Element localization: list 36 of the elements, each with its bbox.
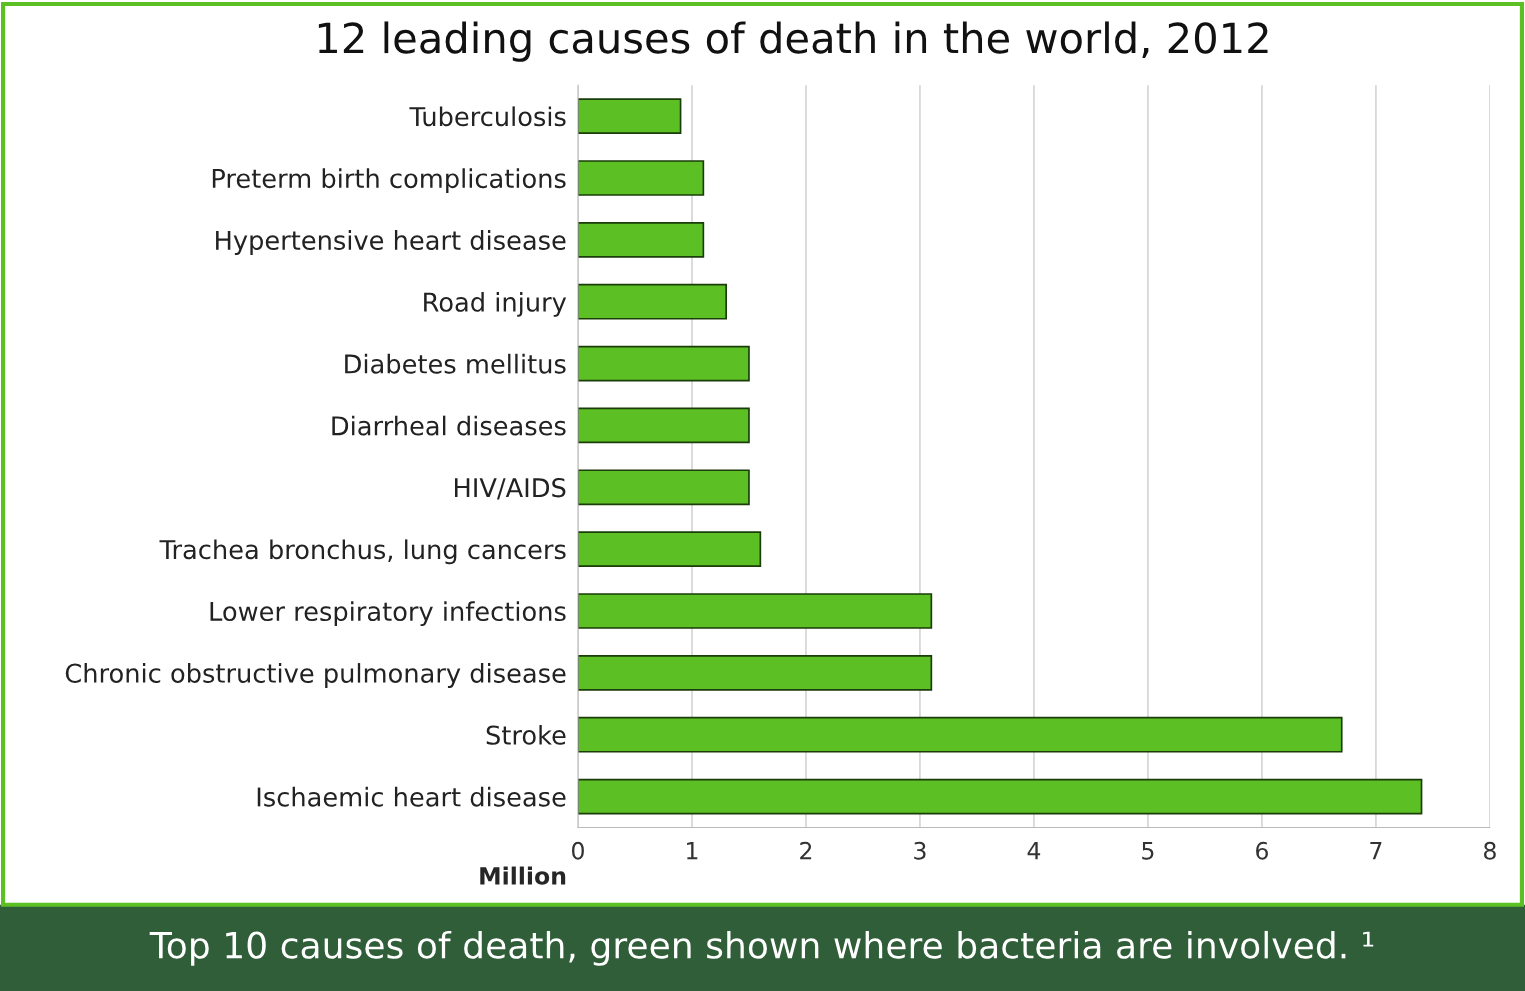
y-tick-label: Road injury [424, 291, 567, 317]
text: Top 10 causes of death, green shown where bacteria are involved. ¹ [149, 930, 1374, 966]
x-tick-label: 0 [572, 841, 584, 860]
bar [577, 655, 933, 691]
x-tick-label: 2 [800, 841, 812, 860]
y-tick-label: Tuberculosis [409, 106, 566, 127]
bar [577, 283, 728, 320]
y-tick-label: Preterm birth complications [212, 168, 566, 194]
bar [577, 531, 762, 567]
bar [577, 407, 750, 444]
bar [577, 593, 933, 629]
y-tick-label: Diarrheal diseases [332, 415, 566, 436]
y-tick-label: Trachea bronchus, lung cancers [159, 539, 566, 565]
y-tick-label: Lower respiratory infections [210, 601, 566, 627]
y-tick-label: HIV/AIDS [455, 477, 566, 500]
bar [577, 98, 682, 134]
x-tick-label: 5 [1142, 842, 1154, 860]
y-tick-label: Hypertensive heart disease [216, 230, 566, 255]
x-tick-label: 6 [1256, 841, 1268, 860]
bar [577, 345, 750, 382]
bar [577, 469, 750, 506]
x-axis-title: Million [480, 866, 566, 885]
bar [577, 160, 705, 196]
y-tick-label: Stroke [486, 724, 566, 745]
y-tick-label: Chronic obstructive pulmonary disease [65, 663, 566, 688]
x-tick-label: 3 [914, 841, 926, 860]
y-tick-label: Diabetes mellitus [345, 353, 566, 374]
bar [577, 778, 1423, 815]
chart-title: 12 leading causes of death in the world, 2012 [318, 21, 1268, 62]
y-tick-label: Ischaemic heart disease [257, 786, 566, 807]
bar [577, 222, 705, 258]
x-tick-label: 8 [1484, 841, 1496, 860]
x-tick-label: 7 [1370, 842, 1382, 860]
x-tick-label: 1 [687, 842, 698, 860]
x-tick-label: 4 [1027, 842, 1041, 860]
bar [577, 716, 1343, 753]
